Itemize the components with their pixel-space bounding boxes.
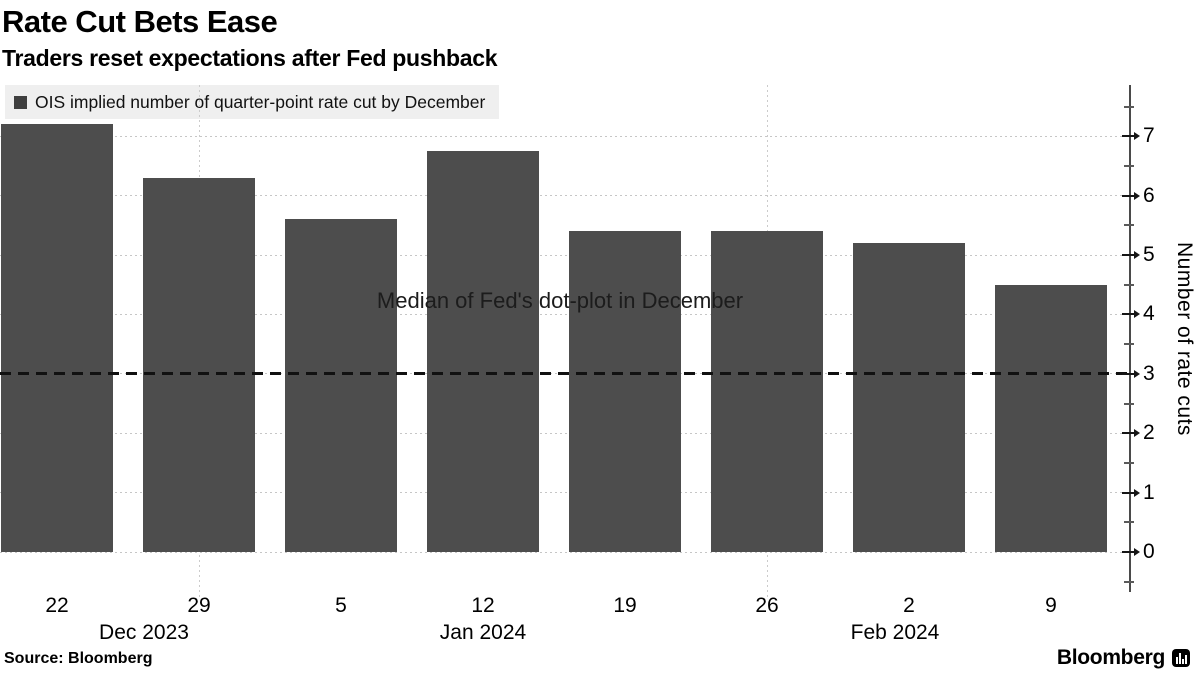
gridline-h xyxy=(0,313,1130,315)
y-axis-tick-arrow-icon xyxy=(1134,548,1140,556)
x-axis-month-label: Dec 2023 xyxy=(99,621,189,644)
y-axis-tick-arrow-icon xyxy=(1134,191,1140,200)
x-axis-day-label: 2 xyxy=(903,594,915,617)
y-axis-minor-tick xyxy=(1124,402,1134,405)
page-title: Rate Cut Bets Ease xyxy=(2,4,278,39)
y-axis-tick-label: 2 xyxy=(1143,421,1155,445)
y-axis-line xyxy=(1129,85,1131,592)
y-axis-tick-arrow-icon xyxy=(1134,369,1140,378)
y-axis-major-tick xyxy=(1122,491,1134,494)
y-axis-tick-label: 3 xyxy=(1143,361,1155,385)
legend-swatch-icon xyxy=(14,95,27,109)
median-annotation: Median of Fed's dot-plot in December xyxy=(376,288,744,313)
y-axis-minor-tick xyxy=(1124,105,1134,108)
x-axis-month-label: Jan 2024 xyxy=(439,621,527,644)
y-axis-tick-arrow-icon xyxy=(1134,310,1140,319)
x-axis-day-label: 9 xyxy=(1045,594,1057,617)
x-axis-day-label: 29 xyxy=(187,594,211,617)
y-axis-major-tick xyxy=(1122,135,1134,138)
legend-label: OIS implied number of quarter-point rate… xyxy=(35,91,486,112)
bloomberg-terminal-icon xyxy=(1172,649,1190,667)
y-axis-major-tick xyxy=(1122,194,1134,197)
gridline-h xyxy=(0,551,1130,553)
y-axis-major-tick xyxy=(1122,254,1134,256)
y-axis-tick-label: 0 xyxy=(1143,540,1155,563)
y-axis-title-wrap: Number of rate cuts xyxy=(1168,85,1200,592)
median-reference-line xyxy=(0,372,1130,376)
bar-jan-19 xyxy=(569,231,681,552)
y-axis-tick-arrow-icon xyxy=(1134,429,1140,438)
y-axis-minor-tick xyxy=(1124,283,1134,286)
gridline-h xyxy=(0,432,1130,434)
chart-subtitle: Traders reset expectations after Fed pus… xyxy=(2,45,498,71)
y-axis-minor-tick xyxy=(1124,224,1134,227)
x-axis-day-label: 26 xyxy=(755,594,779,617)
bar-jan-5 xyxy=(285,219,397,552)
bar-jan-12 xyxy=(427,151,539,552)
bar-feb-2 xyxy=(853,243,965,552)
y-axis-tick-arrow-icon xyxy=(1134,251,1140,259)
x-axis-day-label: 12 xyxy=(471,594,495,617)
x-axis-day-label: 5 xyxy=(335,594,347,617)
legend: OIS implied number of quarter-point rate… xyxy=(5,85,500,119)
y-axis-tick-arrow-icon xyxy=(1134,488,1140,497)
gridline-h xyxy=(0,254,1130,256)
y-axis-tick-label: 6 xyxy=(1143,183,1155,207)
y-axis-title: Number of rate cuts xyxy=(1173,241,1196,436)
y-axis-major-tick xyxy=(1122,432,1134,435)
y-axis-tick-label: 7 xyxy=(1143,124,1155,148)
bar-dec-29 xyxy=(143,177,255,552)
source-note: Source: Bloomberg xyxy=(4,650,153,667)
y-axis-tick-label: 5 xyxy=(1143,243,1155,266)
bar-dec-22 xyxy=(1,124,113,552)
bar-feb-9 xyxy=(995,284,1107,552)
y-axis-tick-arrow-icon xyxy=(1134,132,1140,141)
gridline-h xyxy=(0,195,1130,197)
y-axis-tick-label: 4 xyxy=(1143,302,1155,326)
gridline-h xyxy=(0,492,1130,494)
x-axis-day-label: 22 xyxy=(45,594,69,617)
y-axis-major-tick xyxy=(1122,551,1134,553)
y-axis-minor-tick xyxy=(1124,164,1134,167)
y-axis-tick-label: 1 xyxy=(1143,480,1155,504)
y-axis-major-tick xyxy=(1122,372,1134,375)
y-axis-minor-tick xyxy=(1124,461,1134,464)
x-axis-day-label: 19 xyxy=(613,594,637,617)
y-axis-major-tick xyxy=(1122,313,1134,316)
bloomberg-logo: Bloomberg xyxy=(1057,646,1190,670)
bloomberg-wordmark: Bloomberg xyxy=(1056,646,1165,669)
y-axis-minor-tick xyxy=(1124,343,1134,346)
y-axis-minor-tick xyxy=(1124,580,1134,583)
gridline-h xyxy=(0,135,1130,137)
bar-jan-26 xyxy=(711,231,823,552)
x-axis-month-label: Feb 2024 xyxy=(850,621,940,644)
y-axis-minor-tick xyxy=(1124,521,1134,524)
